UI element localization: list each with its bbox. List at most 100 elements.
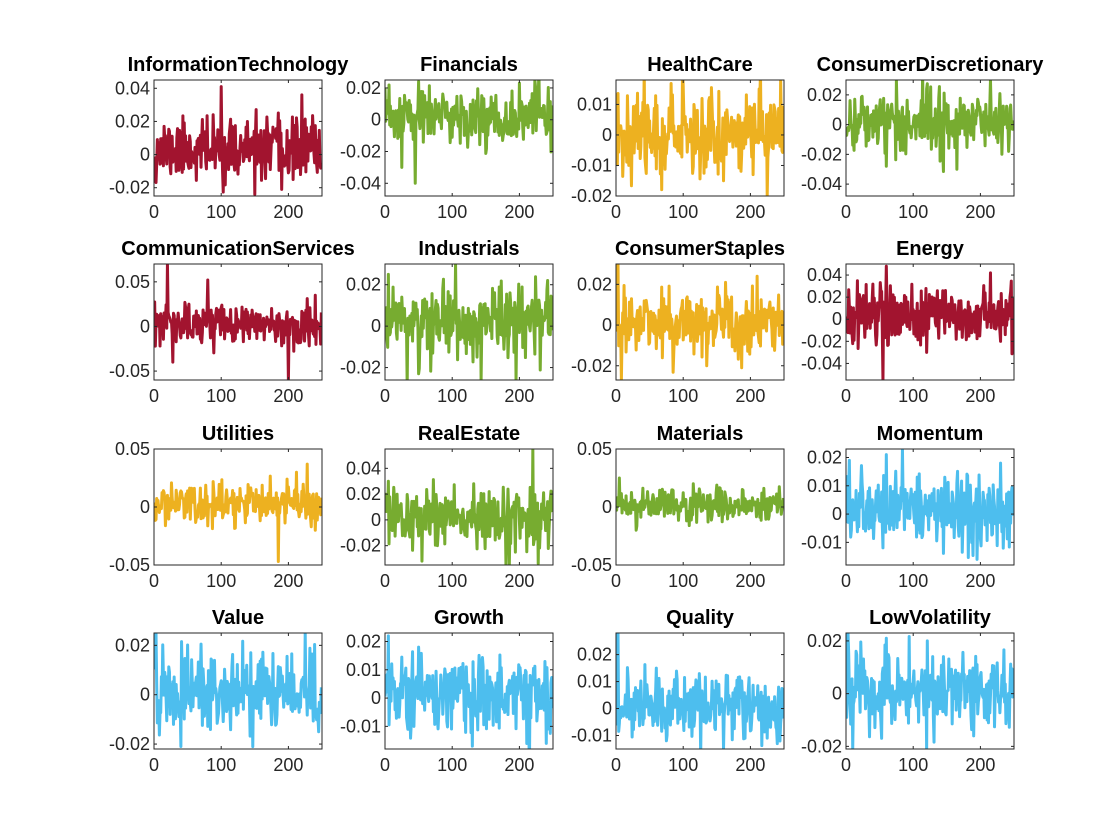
subplot-consumerstaples: ConsumerStaples 0 100 200 -0.02 0 0.02 xyxy=(571,238,785,406)
x-tick-label: 200 xyxy=(735,386,765,406)
y-tick-label: -0.01 xyxy=(571,726,612,746)
y-tick-label: -0.01 xyxy=(571,155,612,175)
x-tick-label: 200 xyxy=(965,202,995,222)
y-tick-label: 0 xyxy=(140,497,150,517)
x-tick-label: 200 xyxy=(965,571,995,591)
subplot-title: CommunicationServices xyxy=(121,238,354,260)
x-tick-label: 0 xyxy=(149,571,159,591)
y-tick-label: -0.01 xyxy=(801,532,842,552)
x-tick-label: 100 xyxy=(437,386,467,406)
series-line-utilities xyxy=(154,462,322,564)
y-tick-label: -0.02 xyxy=(340,536,381,556)
y-tick-label: 0.02 xyxy=(577,645,612,665)
x-tick-label: 100 xyxy=(898,386,928,406)
x-tick-label: 100 xyxy=(206,386,236,406)
x-tick-label: 100 xyxy=(437,571,467,591)
series-line-industrials xyxy=(385,264,553,380)
y-tick-label: -0.02 xyxy=(340,358,381,378)
x-tick-label: 100 xyxy=(898,202,928,222)
y-tick-label: 0.02 xyxy=(577,274,612,294)
y-tick-label: -0.01 xyxy=(340,716,381,736)
y-tick-label: 0 xyxy=(371,110,381,130)
series-line-consumerstaples xyxy=(616,264,784,380)
series-line-lowvolatility xyxy=(846,633,1014,749)
y-tick-label: 0.05 xyxy=(115,439,150,459)
y-tick-label: 0 xyxy=(371,316,381,336)
x-tick-label: 200 xyxy=(504,571,534,591)
y-tick-label: 0 xyxy=(140,316,150,336)
x-tick-label: 100 xyxy=(668,571,698,591)
x-tick-label: 0 xyxy=(149,386,159,406)
y-tick-label: -0.02 xyxy=(801,144,842,164)
series-line-momentum xyxy=(846,449,1014,561)
subplot-consumerdiscretionary: ConsumerDiscretionary 0 100 200 -0.04 -0.02 0 0… xyxy=(801,54,1044,222)
series-line-communicationservices xyxy=(154,264,322,380)
y-tick-label: 0.05 xyxy=(115,272,150,292)
series-line-financials xyxy=(385,80,553,185)
y-tick-label: 0 xyxy=(832,684,842,704)
y-tick-label: 0 xyxy=(602,125,612,145)
y-tick-label: 0.02 xyxy=(346,484,381,504)
x-tick-label: 200 xyxy=(735,571,765,591)
subplot-title: HealthCare xyxy=(647,54,753,76)
y-tick-label: 0 xyxy=(832,504,842,524)
subplot-communicationservices: CommunicationServices 0 100 200 -0.05 0 0.05 xyxy=(109,238,355,406)
x-tick-label: 0 xyxy=(149,755,159,775)
x-tick-label: 100 xyxy=(437,202,467,222)
y-tick-label: 0 xyxy=(602,497,612,517)
subplot-title: ConsumerStaples xyxy=(615,238,785,260)
y-tick-label: 0.02 xyxy=(115,635,150,655)
y-tick-label: -0.04 xyxy=(340,173,381,193)
y-tick-label: 0.02 xyxy=(807,287,842,307)
x-tick-label: 0 xyxy=(380,755,390,775)
subplot-growth: Growth 0 100 200 -0.01 0 0.01 0.02 xyxy=(340,607,554,775)
x-tick-label: 200 xyxy=(965,386,995,406)
x-tick-label: 100 xyxy=(898,571,928,591)
y-tick-label: 0.02 xyxy=(807,447,842,467)
subplot-title: Energy xyxy=(896,238,965,260)
subplot-title: InformationTechnology xyxy=(128,54,350,76)
x-tick-label: 100 xyxy=(668,202,698,222)
x-tick-label: 0 xyxy=(841,202,851,222)
x-tick-label: 0 xyxy=(841,755,851,775)
y-tick-label: -0.05 xyxy=(109,555,150,575)
series-line-quality xyxy=(616,633,784,749)
x-tick-label: 200 xyxy=(735,202,765,222)
y-tick-label: 0 xyxy=(140,685,150,705)
series-line-healthcare xyxy=(616,80,784,196)
subplot-informationtechnology: InformationTechnology 0 100 200 -0.02 0 0.02 0.… xyxy=(109,54,349,222)
x-tick-label: 200 xyxy=(273,755,303,775)
y-tick-label: 0.02 xyxy=(346,78,381,98)
y-tick-label: -0.02 xyxy=(801,331,842,351)
x-tick-label: 0 xyxy=(841,386,851,406)
subplot-title: Industrials xyxy=(418,238,519,260)
series-line-growth xyxy=(385,634,553,749)
series-line-materials xyxy=(616,476,784,532)
subplot-healthcare: HealthCare 0 100 200 -0.02 -0.01 0 0.01 xyxy=(571,54,785,222)
x-tick-label: 0 xyxy=(380,202,390,222)
x-tick-label: 200 xyxy=(504,202,534,222)
x-tick-label: 0 xyxy=(380,386,390,406)
y-tick-label: 0.01 xyxy=(577,672,612,692)
y-tick-label: 0 xyxy=(371,688,381,708)
y-tick-label: 0.04 xyxy=(807,265,842,285)
y-tick-label: 0.04 xyxy=(115,78,150,98)
series-line-realestate xyxy=(385,449,553,565)
y-tick-label: 0 xyxy=(602,315,612,335)
x-tick-label: 0 xyxy=(611,755,621,775)
x-tick-label: 200 xyxy=(504,386,534,406)
y-tick-label: -0.02 xyxy=(571,356,612,376)
y-tick-label: 0.02 xyxy=(346,275,381,295)
x-tick-label: 100 xyxy=(206,571,236,591)
subplot-title: RealEstate xyxy=(418,423,520,445)
subplot-title: Materials xyxy=(657,423,744,445)
x-tick-label: 200 xyxy=(965,755,995,775)
y-tick-label: 0 xyxy=(832,115,842,135)
x-tick-label: 0 xyxy=(611,202,621,222)
